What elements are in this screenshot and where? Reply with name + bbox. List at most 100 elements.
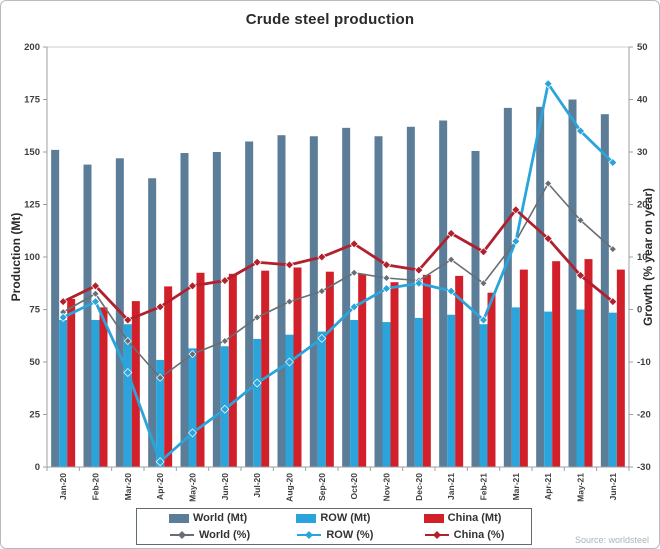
world-marker bbox=[253, 313, 262, 322]
world-marker bbox=[188, 350, 197, 359]
row-marker bbox=[576, 126, 585, 136]
legend-label: ROW (%) bbox=[326, 528, 374, 541]
x-axis-tick-label: Feb-21 bbox=[479, 473, 489, 501]
china-marker bbox=[188, 281, 197, 291]
row-bar bbox=[59, 320, 68, 467]
china-marker bbox=[349, 239, 359, 249]
world-marker bbox=[123, 337, 132, 345]
row-growth-line bbox=[62, 82, 614, 464]
row-bar bbox=[576, 309, 585, 467]
china-marker bbox=[479, 247, 488, 257]
china-bar bbox=[131, 301, 140, 467]
row-marker bbox=[511, 236, 521, 246]
legend-bar-swatch bbox=[423, 513, 444, 523]
row-marker bbox=[91, 297, 100, 307]
world-bar bbox=[342, 127, 351, 467]
row-bar bbox=[479, 324, 488, 467]
world-growth-line bbox=[62, 182, 614, 379]
row-bar bbox=[350, 320, 359, 467]
right-axis-tick-label: 40 bbox=[637, 95, 648, 106]
world-bar bbox=[148, 178, 157, 467]
world-bar bbox=[471, 150, 480, 467]
row-bar bbox=[188, 348, 197, 467]
legend-label: World (Mt) bbox=[193, 512, 248, 525]
china-bar bbox=[67, 299, 76, 467]
row-marker bbox=[317, 333, 327, 343]
china-bar bbox=[325, 271, 334, 467]
legend-label: World (%) bbox=[199, 528, 251, 541]
x-axis-tick-label: Jan-21 bbox=[446, 473, 456, 500]
x-axis-tick-label: Apr-21 bbox=[543, 473, 553, 500]
row-marker bbox=[349, 302, 359, 312]
left-axis-tick-label: 150 bbox=[24, 147, 40, 158]
right-axis-tick-label: -10 bbox=[637, 357, 651, 368]
row-bar bbox=[544, 311, 553, 467]
china-bar bbox=[358, 273, 367, 467]
world-bar bbox=[51, 149, 60, 467]
x-axis-tick-label: Jun-21 bbox=[608, 473, 618, 501]
left-axis-tick-label: 100 bbox=[24, 252, 40, 263]
row-bar bbox=[91, 320, 100, 467]
china-marker bbox=[220, 276, 230, 286]
x-axis-tick-label: Mar-20 bbox=[123, 473, 133, 501]
row-marker bbox=[220, 404, 230, 414]
left-axis-tick-label: 175 bbox=[24, 95, 41, 106]
world-bar bbox=[600, 114, 609, 467]
legend-label: China (Mt) bbox=[447, 512, 502, 525]
right-axis-tick-label: 10 bbox=[637, 252, 648, 263]
legend-line-swatch bbox=[424, 530, 449, 539]
world-bar bbox=[374, 136, 383, 467]
china-bar bbox=[293, 267, 302, 467]
row-bar bbox=[608, 312, 617, 467]
world-bar bbox=[439, 120, 448, 467]
row-marker bbox=[188, 428, 197, 438]
china-marker bbox=[608, 297, 618, 307]
row-bar bbox=[414, 317, 423, 467]
china-marker bbox=[317, 252, 327, 262]
right-axis-tick-label: 0 bbox=[637, 305, 642, 316]
china-growth-line bbox=[62, 208, 614, 322]
china-bar bbox=[616, 269, 625, 467]
row-bar bbox=[447, 314, 456, 467]
x-axis-tick-label: Aug-20 bbox=[285, 473, 295, 502]
legend-label: China (%) bbox=[453, 528, 505, 541]
legend-line-swatch bbox=[170, 530, 194, 539]
row-marker bbox=[155, 457, 165, 467]
world-marker bbox=[220, 337, 229, 345]
china-marker bbox=[58, 297, 68, 307]
right-axis-tick-label: -30 bbox=[637, 462, 651, 473]
world-bar bbox=[503, 107, 512, 468]
china-marker bbox=[252, 257, 262, 267]
china-bar bbox=[519, 269, 528, 467]
row-bar bbox=[156, 359, 165, 467]
x-axis-tick-label: May-21 bbox=[576, 473, 586, 502]
right-axis-tick-label: 30 bbox=[637, 147, 648, 158]
china-marker bbox=[543, 234, 553, 244]
china-bar bbox=[552, 261, 561, 467]
row-marker bbox=[252, 378, 262, 388]
row-bar bbox=[317, 331, 326, 467]
china-marker bbox=[414, 265, 424, 275]
right-axis-tick-label: -20 bbox=[637, 410, 651, 421]
china-bar bbox=[261, 270, 270, 467]
world-bar bbox=[568, 99, 577, 467]
world-bar bbox=[180, 153, 189, 468]
china-bar bbox=[584, 259, 593, 467]
china-bar bbox=[164, 286, 173, 467]
left-axis-tick-label: 75 bbox=[29, 305, 40, 316]
row-marker bbox=[414, 278, 424, 288]
row-bar bbox=[382, 322, 391, 467]
left-axis-tick-label: 50 bbox=[29, 357, 40, 368]
x-axis-tick-label: Feb-20 bbox=[91, 473, 101, 501]
left-axis-tick-label: 25 bbox=[29, 410, 40, 421]
world-marker bbox=[608, 245, 617, 254]
world-bar bbox=[277, 135, 286, 467]
china-bar bbox=[455, 275, 464, 467]
world-marker bbox=[156, 373, 165, 382]
x-axis-tick-label: Jul-20 bbox=[252, 473, 262, 498]
left-axis-tick-label: 0 bbox=[35, 462, 40, 473]
legend-bar-swatch bbox=[296, 513, 317, 523]
legend: World (Mt) ROW (Mt) China (Mt) World (%) ROW… bbox=[136, 508, 532, 545]
